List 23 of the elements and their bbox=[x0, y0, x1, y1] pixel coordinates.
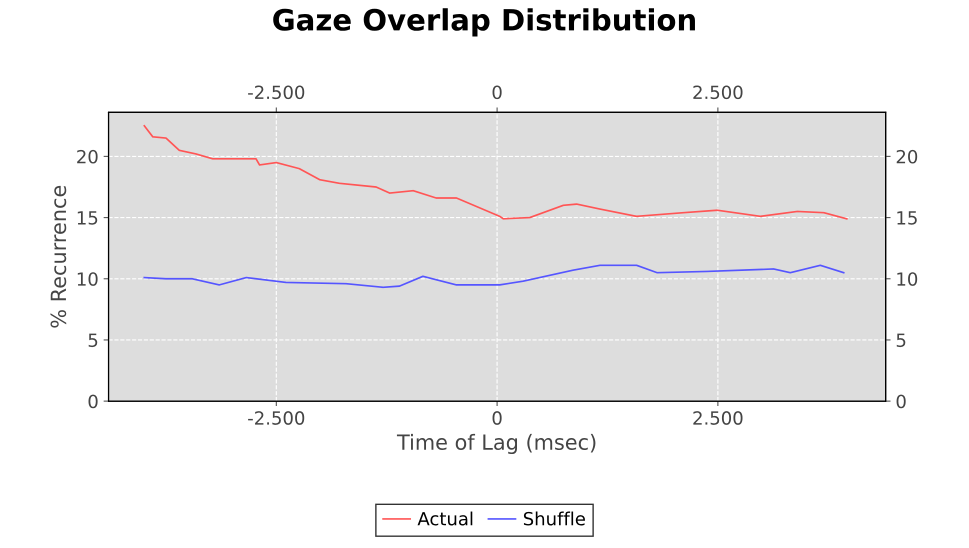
y-tick-label: 15 bbox=[78, 211, 98, 225]
y-tick-label: 0 bbox=[88, 394, 98, 408]
y-tick-label: 10 bbox=[78, 272, 98, 286]
y-tick-label: 5 bbox=[88, 334, 98, 348]
legend-label: Actual bbox=[418, 512, 472, 526]
line-series bbox=[143, 124, 848, 220]
y2-tick-label: 5 bbox=[896, 334, 906, 348]
x2-tick-label: 0 bbox=[492, 85, 502, 100]
y2-tick-label: 20 bbox=[896, 150, 918, 164]
legend-label: Shuffle bbox=[524, 512, 585, 526]
y2-tick-label: 15 bbox=[897, 211, 917, 225]
x2-tick-label: 2.500 bbox=[693, 85, 743, 100]
y-tick-label: 20 bbox=[77, 150, 98, 164]
y-axis-title: % Recurrence bbox=[50, 186, 66, 328]
y2-tick-label: 0 bbox=[896, 394, 906, 408]
x2-tick-label: -2.500 bbox=[248, 85, 304, 100]
y2-tick-label: 10 bbox=[897, 272, 918, 286]
chart-title: Gaze Overlap Distribution bbox=[273, 8, 695, 36]
line-series bbox=[143, 264, 845, 288]
x-tick-label: 2.500 bbox=[693, 411, 743, 425]
x-tick-label: 0 bbox=[492, 411, 502, 425]
x-tick-label: -2.500 bbox=[248, 411, 304, 425]
x-axis-title: Time of Lag (msec) bbox=[396, 434, 596, 454]
